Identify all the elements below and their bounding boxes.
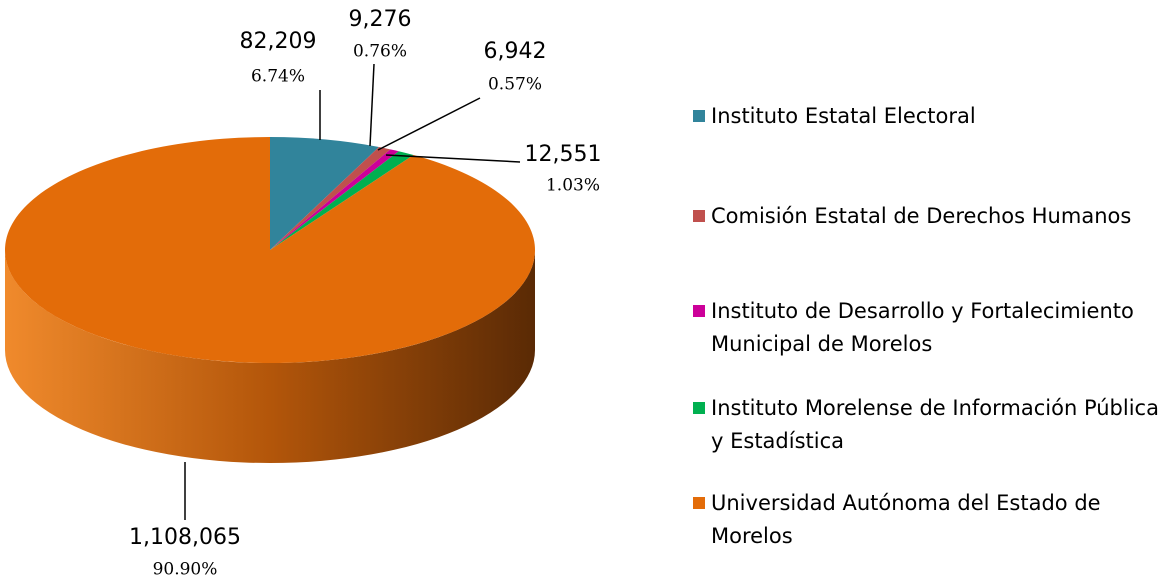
percent-label: 1.03%	[546, 176, 600, 196]
legend-item: Instituto Estatal Electoral	[693, 100, 1163, 133]
legend-item: Universidad Autónoma del Estado de Morel…	[693, 487, 1163, 553]
legend-label: Instituto Morelense de Información Públi…	[711, 396, 1159, 453]
percent-label: 0.76%	[353, 42, 407, 62]
leader-line	[377, 97, 481, 151]
legend-item: Instituto de Desarrollo y Fortalecimient…	[693, 295, 1163, 361]
slice	[270, 151, 414, 250]
slice	[4, 137, 535, 363]
legend-swatch	[693, 110, 705, 122]
data-label: 6,942	[484, 39, 547, 64]
leader-line	[369, 63, 375, 147]
legend-label: Comisión Estatal de Derechos Humanos	[711, 204, 1132, 228]
legend-swatch	[693, 210, 705, 222]
legend-item: Comisión Estatal de Derechos Humanos	[693, 200, 1163, 233]
percent-label: 90.90%	[153, 560, 218, 580]
percent-label: 6.74%	[251, 67, 305, 87]
data-label: 1,108,065	[129, 525, 241, 550]
legend-label: Instituto de Desarrollo y Fortalecimient…	[711, 299, 1134, 356]
data-label: 12,551	[525, 142, 602, 167]
legend-swatch	[693, 497, 705, 509]
legend-swatch	[693, 402, 705, 414]
percent-label: 0.57%	[488, 75, 542, 95]
slice	[270, 146, 391, 250]
leader-line	[385, 154, 521, 163]
slice-side	[5, 250, 535, 463]
legend-swatch	[693, 305, 705, 317]
data-label: 82,209	[240, 29, 317, 54]
legend-label: Universidad Autónoma del Estado de Morel…	[711, 491, 1101, 548]
slice	[270, 149, 399, 250]
slice	[270, 137, 379, 250]
legend-item: Instituto Morelense de Información Públi…	[693, 392, 1163, 458]
legend-label: Instituto Estatal Electoral	[711, 104, 976, 128]
data-label: 9,276	[349, 7, 412, 32]
